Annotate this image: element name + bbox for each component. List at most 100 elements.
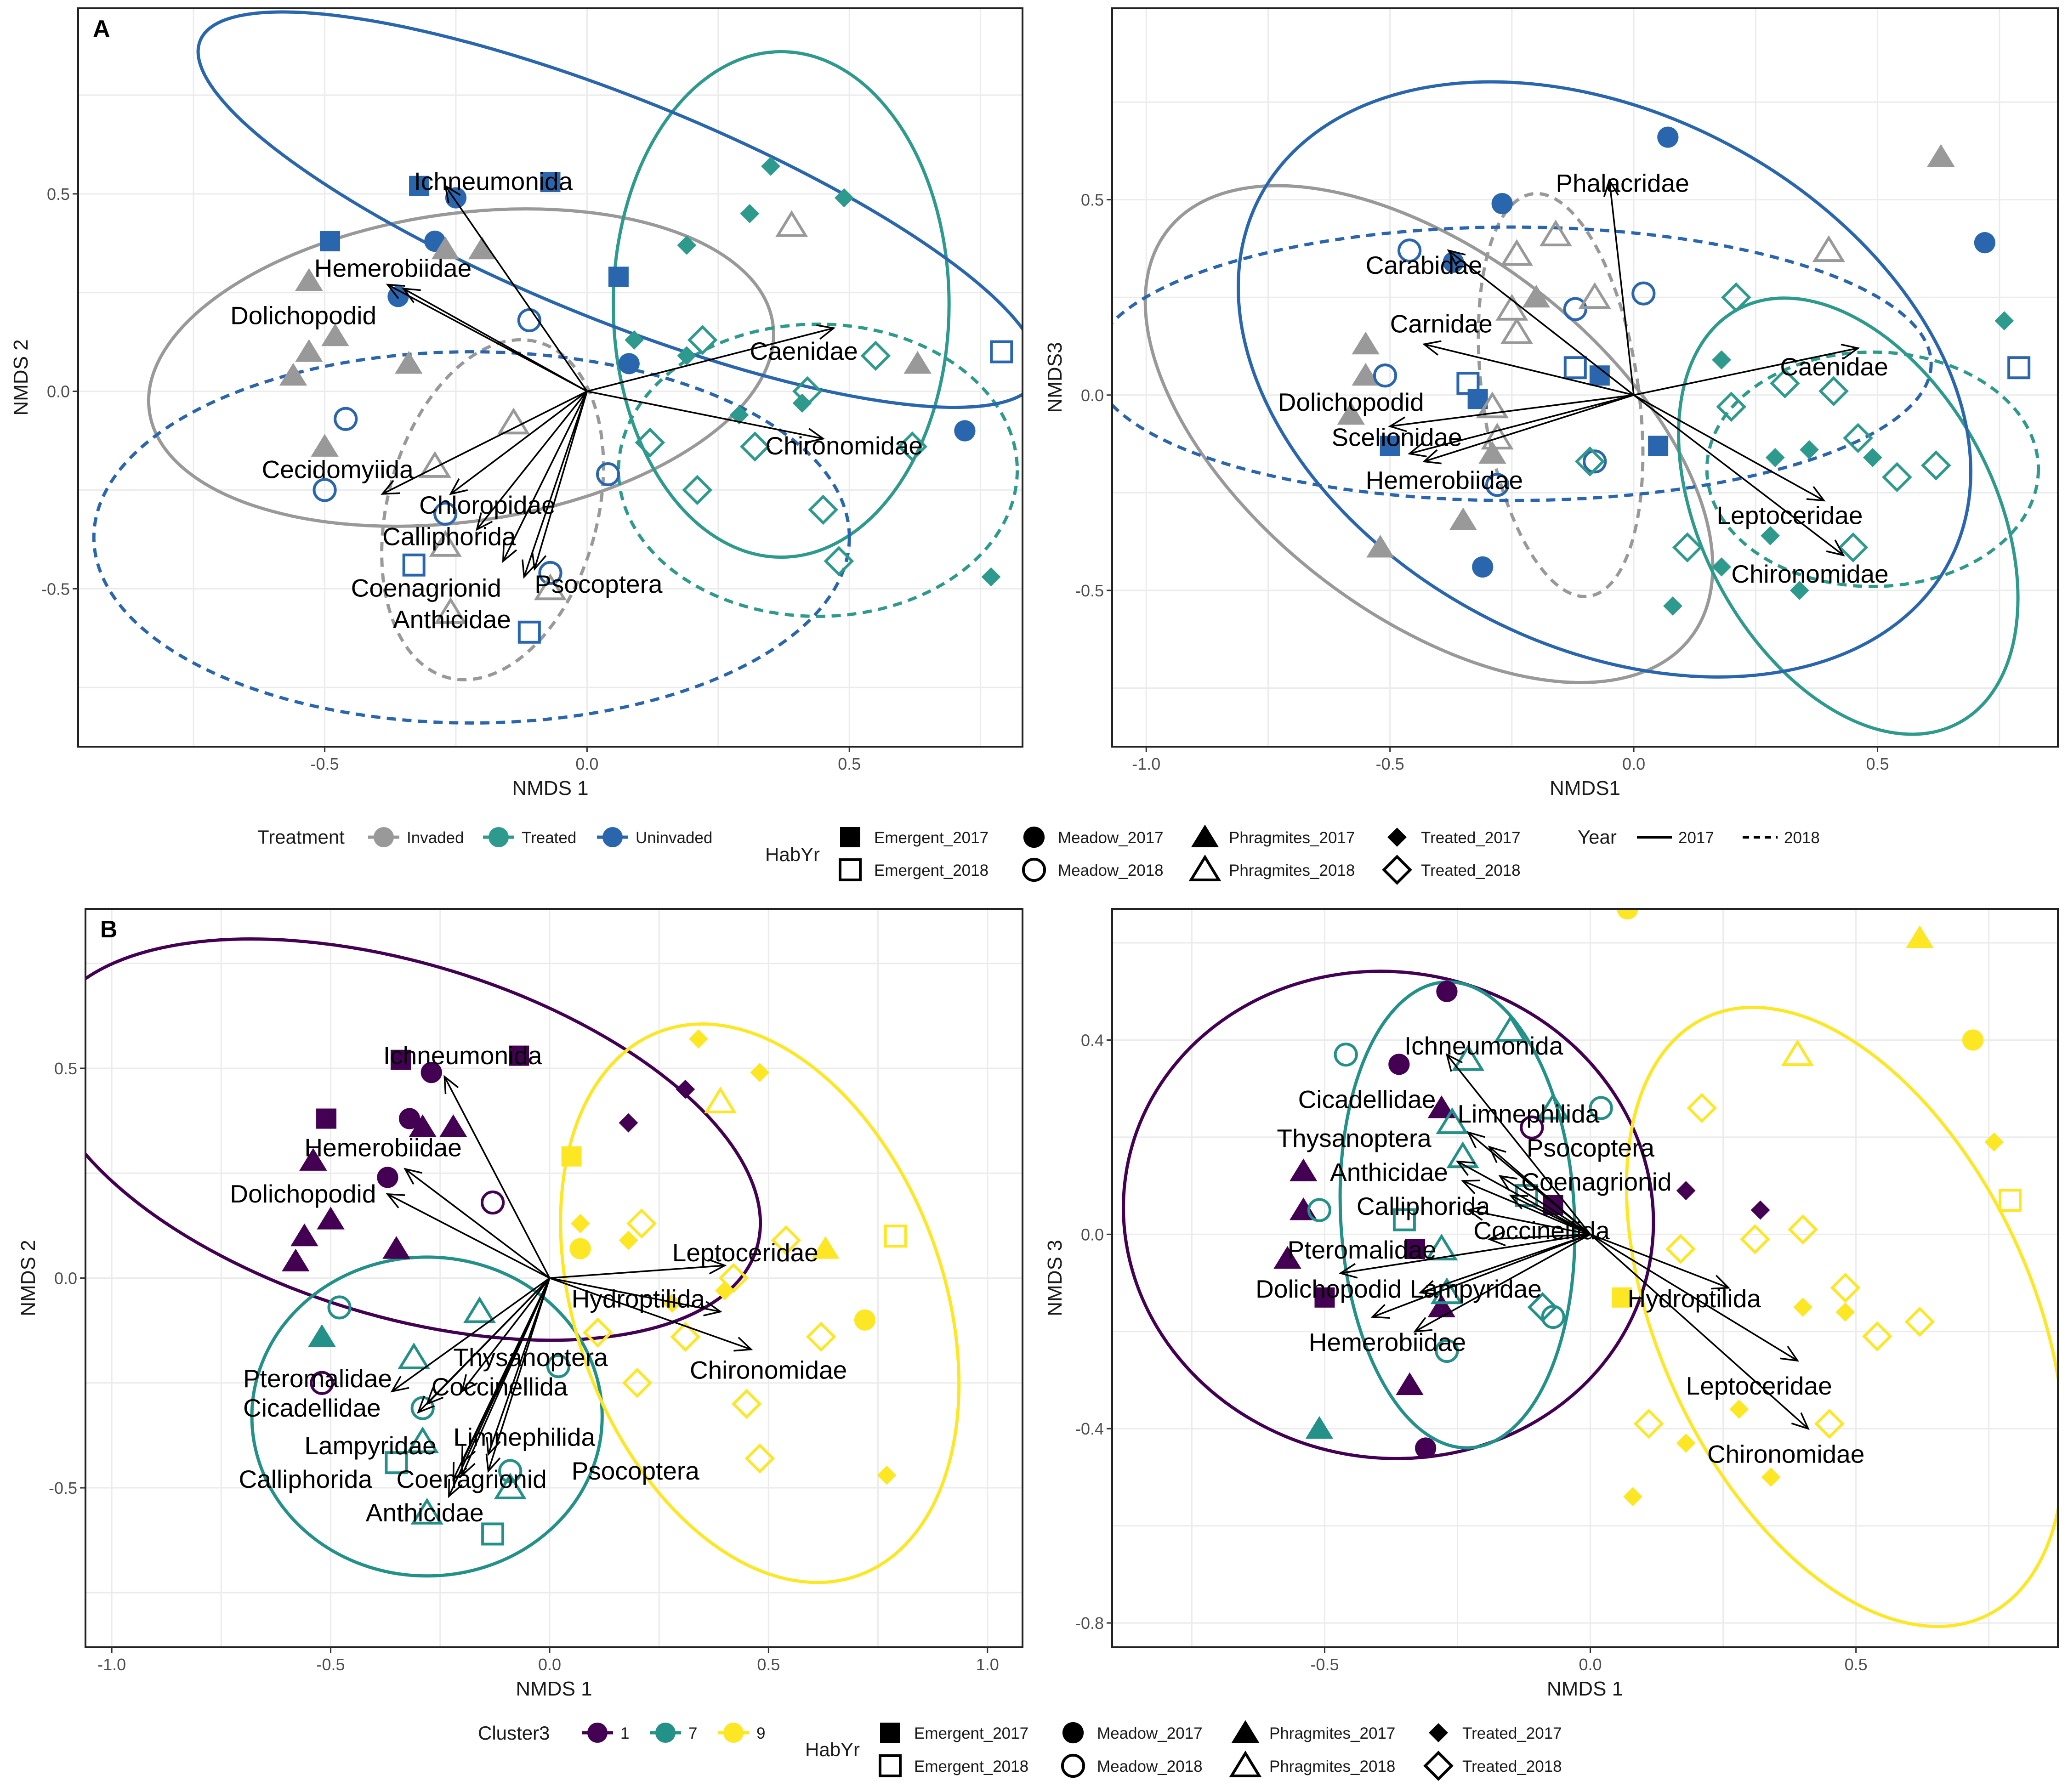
treatment-key-dot <box>602 827 623 847</box>
vector-arrowhead <box>449 478 468 495</box>
vector-arrowhead <box>460 1374 478 1393</box>
data-point <box>1425 1233 1458 1261</box>
data-point <box>1814 1408 1845 1439</box>
data-point <box>1712 557 1731 577</box>
vector-arrow <box>523 391 588 578</box>
year-key-label: 2018 <box>1784 829 1820 847</box>
data-point <box>1676 1181 1696 1201</box>
data-point <box>377 1167 398 1188</box>
vector-arrow <box>1409 394 1634 454</box>
confidence-ellipse-Treated-2018 <box>617 322 1019 618</box>
vector-arrowhead <box>1447 249 1466 267</box>
legend-top: Treatment Invaded Treated Uninvaded HabYr … <box>257 824 1820 885</box>
y-tick-label: 0.0 <box>1081 386 1104 405</box>
x-axis-title: NMDS1 <box>1550 777 1620 800</box>
data-point <box>334 407 358 431</box>
data-point <box>1589 1096 1613 1120</box>
data-point <box>321 323 349 346</box>
data-point <box>317 1207 345 1230</box>
vector-label: Dolichopodid <box>1256 1275 1402 1303</box>
vector-arrowhead <box>443 1075 459 1094</box>
treatment-key-label: Uninvaded <box>636 829 712 847</box>
data-point <box>429 530 462 557</box>
data-point <box>433 501 458 526</box>
vector-arrowhead <box>1841 343 1860 359</box>
data-point <box>1392 1208 1416 1231</box>
habyr-key-label: Meadow_2018 <box>1058 862 1164 879</box>
y-tick-label: 0.5 <box>47 185 70 204</box>
data-point <box>398 1342 431 1369</box>
data-point <box>431 236 460 260</box>
vector-label: Ichneumonida <box>383 1041 542 1070</box>
x-tick-label: -0.5 <box>311 754 339 773</box>
x-tick-label: 0.0 <box>1622 754 1645 773</box>
data-point <box>1427 1095 1456 1118</box>
data-point <box>1352 363 1380 386</box>
vector-arrow <box>448 1277 551 1497</box>
y-axis-title: NMDS 3 <box>1044 1240 1066 1316</box>
vector-label: Chironomidae <box>766 431 923 460</box>
data-point <box>884 1225 907 1248</box>
confidence-ellipse-9 <box>1625 1005 2058 1628</box>
data-point <box>677 346 697 366</box>
data-point <box>398 1108 420 1129</box>
year-key-label: 2017 <box>1678 829 1714 847</box>
data-point <box>1882 462 1912 493</box>
vector-arrow <box>549 1277 751 1350</box>
vector-arrowhead <box>1445 1053 1463 1072</box>
data-point <box>740 204 760 223</box>
data-point <box>1998 1189 2022 1212</box>
vector-label: Chironomidae <box>1731 560 1888 588</box>
data-point <box>1927 144 1955 167</box>
x-tick-label: 0.0 <box>1579 1655 1602 1674</box>
habyr-b-key-label: Treated_2018 <box>1462 1758 1562 1775</box>
data-point <box>385 1451 408 1474</box>
data-point <box>625 330 644 350</box>
data-point <box>744 1443 775 1474</box>
data-point <box>715 1281 734 1300</box>
data-point <box>311 434 339 457</box>
y-tick-label: 0.5 <box>54 1059 77 1078</box>
habyr-b-key-label: Phragmites_2018 <box>1269 1758 1395 1775</box>
vector-arrowhead <box>708 1259 727 1275</box>
data-point <box>517 308 541 332</box>
habyr-b-key-label: Treated_2017 <box>1462 1724 1562 1742</box>
data-point <box>954 420 976 442</box>
panel-border <box>77 7 1023 748</box>
vector-label: Dolichopodid <box>230 301 376 329</box>
vector-arrow <box>1390 394 1634 427</box>
vector-label: Anthicidae <box>1330 1158 1448 1186</box>
data-point <box>282 1248 310 1271</box>
habyr-key-label: Phragmites_2018 <box>1229 862 1355 879</box>
data-point <box>1617 909 1638 920</box>
vector-arrow <box>1633 394 1844 556</box>
data-point <box>1665 1234 1696 1264</box>
confidence-ellipse-Invaded-2017 <box>147 207 775 528</box>
data-point <box>729 405 749 425</box>
data-point <box>308 1324 336 1347</box>
x-tick-label: 0.5 <box>1845 1655 1868 1674</box>
data-point <box>1920 450 1951 481</box>
treatment-key-dot <box>489 827 509 847</box>
data-point <box>2007 356 2031 380</box>
data-point <box>582 1317 613 1348</box>
vector-arrowhead <box>816 324 836 340</box>
y-tick-label: -0.4 <box>1075 1419 1104 1438</box>
data-point <box>808 494 839 525</box>
vector-arrow <box>1448 250 1635 396</box>
vector-label: Carnidae <box>1390 310 1493 338</box>
confidence-ellipse-1 <box>1122 970 1655 1460</box>
y-tick-label: 0.5 <box>1081 191 1104 210</box>
habyr-key-label: Phragmites_2017 <box>1229 829 1355 847</box>
cluster-key-label: 7 <box>688 1724 697 1742</box>
data-point <box>626 1208 657 1239</box>
habyr-key-shape <box>1022 857 1046 882</box>
habyr-b-key-label: Phragmites_2017 <box>1269 1724 1395 1742</box>
vector-label: Dolichopodid <box>230 1180 376 1208</box>
data-point <box>1273 1246 1301 1269</box>
data-point <box>1452 1044 1485 1071</box>
x-tick-label: 1.0 <box>976 1655 999 1674</box>
confidence-ellipse-Treated-2018 <box>1705 350 2040 588</box>
data-point <box>481 1191 505 1215</box>
vector-arrowhead <box>1338 1263 1358 1279</box>
